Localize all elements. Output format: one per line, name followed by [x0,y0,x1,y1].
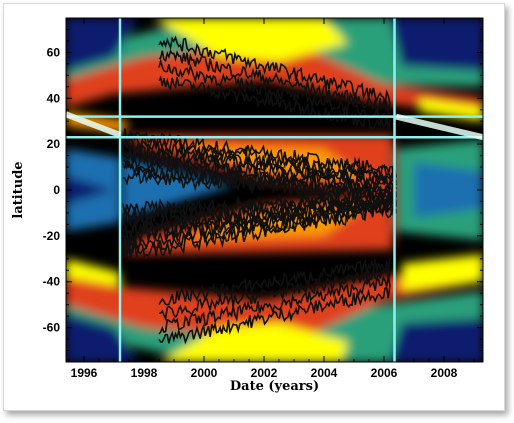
x-tick-label: 2002 [251,366,278,380]
x-tick-label: 1998 [131,366,158,380]
equator-early-dark [66,176,114,204]
x-tick-label: 1996 [71,366,98,380]
y-tick-label: 0 [53,183,60,197]
south-polar-contour-22 [158,284,391,345]
south-late-yellow [402,254,483,291]
y-tick-label: 40 [47,91,61,105]
north-polar-contour-18 [158,35,391,105]
north-polar-contour-20 [158,58,391,121]
south-polar-contour-23 [158,275,391,335]
y-tick-label: 60 [47,45,61,59]
equator-late-blue [414,162,483,218]
x-tick-label: 2006 [371,366,398,380]
south-contour-16 [122,191,397,224]
south-early-yellow [66,258,120,287]
south-contour-17 [122,189,397,217]
x-axis: 1996 1998 2000 2002 2004 2006 2008 [68,18,475,380]
x-axis-title: Date (years) [230,379,319,394]
south-polar-contour-25 [158,257,391,306]
x-tick-label: 2000 [191,366,218,380]
sloped-band-right [395,113,483,141]
south-polar-contour-24 [158,267,391,322]
north-contour-3 [122,144,397,190]
y-axis: 60 40 20 0 -20 -40 -60 [43,28,483,352]
reference-lines [66,18,483,362]
north-yellow-band [153,18,348,62]
north-contour-7 [122,162,397,202]
x-tick-label: 2008 [431,366,458,380]
y-tick-label: -40 [43,275,61,289]
north-contour-6 [122,158,397,199]
north-polar-contour-19 [158,49,391,112]
south-polar-cap-late [390,318,483,362]
south-yellow-band [159,323,348,362]
north-polar-cap-late [390,18,483,71]
x-tick-label: 2004 [311,366,338,380]
y-axis-title: latitude [11,161,26,218]
sloped-band-left [66,111,122,138]
north-contour-8 [122,167,397,203]
y-tick-label: 20 [47,137,61,151]
y-tick-label: -20 [43,229,61,243]
y-tick-label: -60 [43,321,61,335]
